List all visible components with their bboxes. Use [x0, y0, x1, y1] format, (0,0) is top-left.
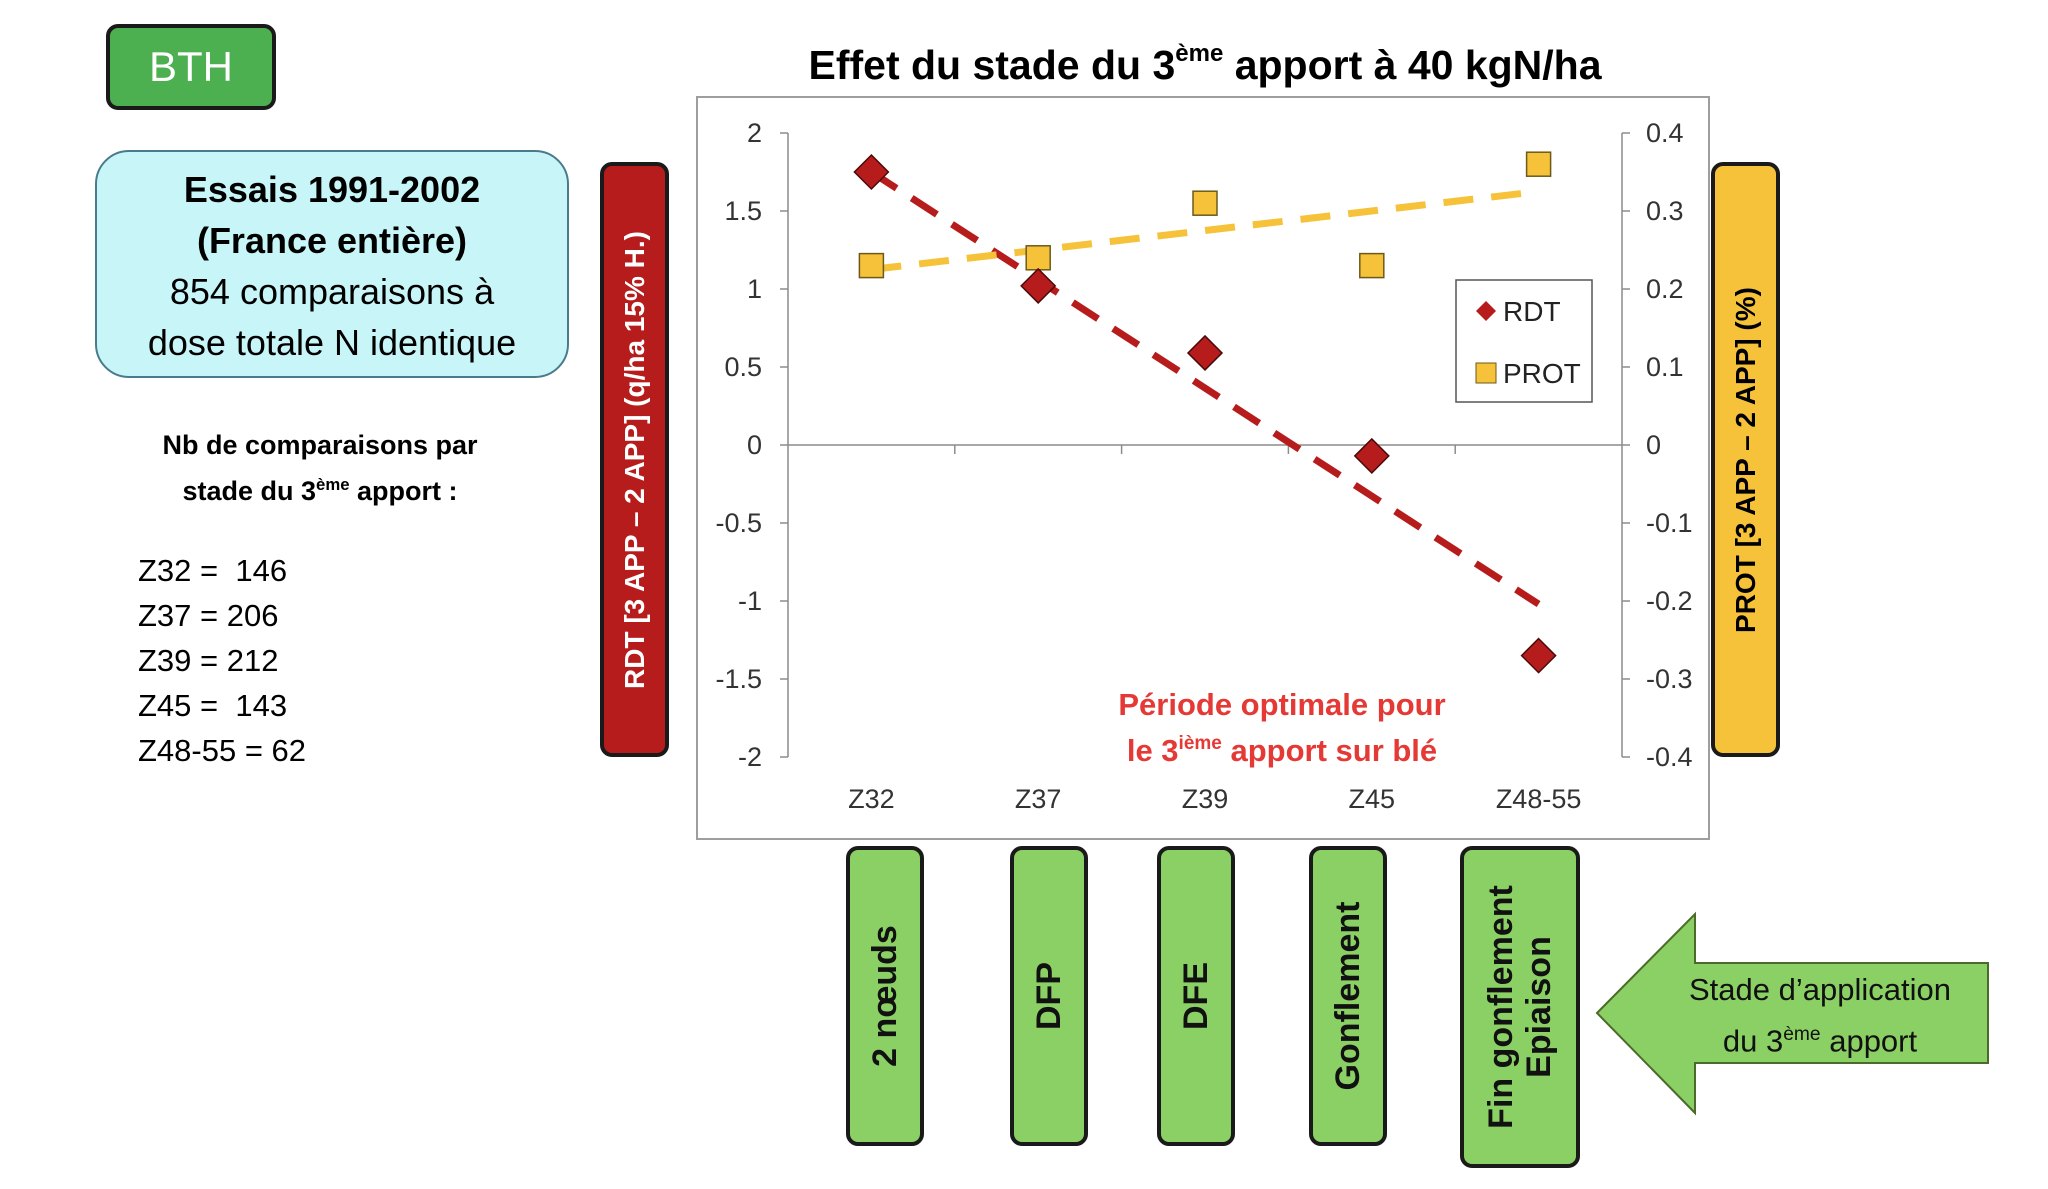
trials-region: (France entière)	[196, 220, 468, 261]
prot-point	[858, 252, 885, 279]
legend-prot-marker	[1475, 362, 1497, 384]
y-tick-label: -1.5	[715, 664, 762, 694]
rdt-point	[1020, 267, 1057, 304]
x-tick-label: Z37	[1015, 784, 1062, 814]
y-tick-label: 1	[747, 274, 762, 304]
left-arrow-icon	[1595, 911, 1989, 1116]
y2-tick-label: -0.4	[1646, 742, 1693, 772]
bth-badge: BTH	[106, 24, 276, 110]
y2-tick-label: -0.1	[1646, 508, 1693, 538]
prot-point	[1359, 252, 1385, 279]
legend-rdt-label: RDT	[1503, 296, 1561, 327]
y2-tick-label: 0.4	[1646, 118, 1684, 148]
rdt-point	[1186, 334, 1224, 372]
y-tick-label: 0	[747, 430, 762, 460]
trials-count: 854 comparaisons à	[169, 271, 495, 312]
legend-prot-label: PROT	[1503, 358, 1581, 389]
rdt-point	[1520, 637, 1557, 674]
prot-point	[1192, 190, 1218, 216]
count-item: Z37 = 206	[138, 598, 279, 633]
chart-title: Effet du stade du 3ème apport à 40 kgN/h…	[808, 40, 1602, 88]
rdt-point	[853, 153, 890, 191]
annotation-line1: Période optimale pour	[1118, 687, 1445, 722]
arrow-label: Stade d’application du 3ème apport	[1689, 972, 1951, 1059]
y-tick-label: -2	[738, 742, 762, 772]
trials-dose: dose totale N identique	[147, 322, 517, 363]
x-tick-label: Z39	[1182, 784, 1229, 814]
y2-tick-label: 0	[1646, 430, 1661, 460]
y-tick-label: 1.5	[724, 196, 762, 226]
y-tick-label: -1	[738, 586, 762, 616]
prot-trendline	[870, 188, 1540, 273]
counts-list: Z32 = 146 Z37 = 206 Z39 = 212 Z45 = 143 …	[138, 548, 306, 773]
legend-rdt-marker	[1476, 301, 1496, 321]
y2-tick-label: 0.3	[1646, 196, 1684, 226]
count-item: Z32 = 146	[138, 553, 288, 588]
count-item: Z48-55 = 62	[138, 733, 307, 768]
stage-box: Gonflement	[1309, 846, 1387, 1146]
y-tick-label: 0.5	[724, 352, 762, 382]
trials-period: Essais 1991-2002	[183, 169, 481, 210]
rdt-point	[1353, 437, 1390, 474]
right-axis-label-box: PROT [3 APP – 2 APP] (%)	[1711, 162, 1780, 757]
stage-box: DFP	[1010, 846, 1088, 1146]
stage-box: Fin gonflement Epiaison	[1460, 846, 1580, 1168]
rdt-trendline	[869, 169, 1541, 608]
y2-tick-label: -0.3	[1646, 664, 1693, 694]
chart-area	[696, 96, 1710, 840]
y-tick-label: -0.5	[715, 508, 762, 538]
y2-tick-label: 0.1	[1646, 352, 1684, 382]
prot-point	[1525, 151, 1552, 177]
left-axis-label-box: RDT [3 APP – 2 APP] (q/ha 15% H.)	[600, 162, 669, 757]
count-item: Z39 = 212	[138, 643, 279, 678]
count-item: Z45 = 143	[138, 688, 288, 723]
stage-box: 2 nœuds	[846, 846, 924, 1146]
x-tick-label: Z45	[1349, 784, 1396, 814]
counts-title: Nb de comparaisons par stade du 3ème app…	[162, 430, 478, 507]
x-tick-label: Z32	[848, 784, 895, 814]
x-tick-label: Z48-55	[1496, 784, 1582, 814]
y2-tick-label: 0.2	[1646, 274, 1684, 304]
stage-box: DFE	[1157, 846, 1235, 1146]
annotation-line2: le 3ième apport sur blé	[1127, 733, 1437, 768]
trials-info-box: Essais 1991-2002 (France entière) 854 co…	[95, 150, 569, 378]
y2-tick-label: -0.2	[1646, 586, 1693, 616]
y-tick-label: 2	[747, 118, 762, 148]
